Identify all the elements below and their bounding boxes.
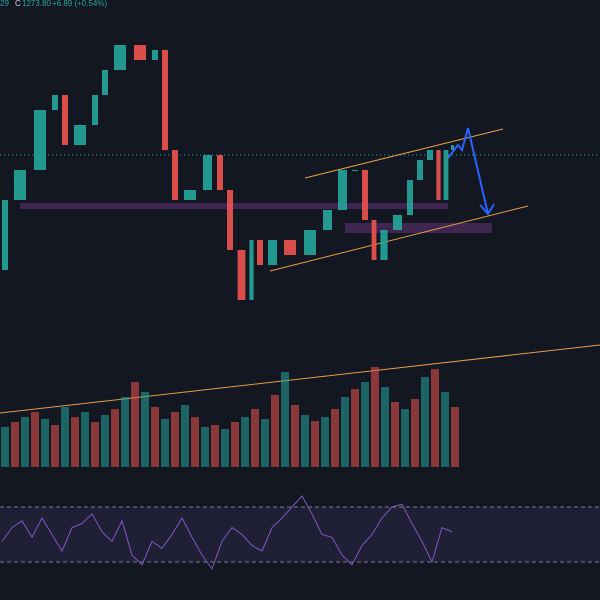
change: +6.89 (+0.54%) [52, 0, 107, 8]
candle [14, 170, 26, 200]
volume-bar [281, 372, 289, 467]
candle [443, 150, 449, 200]
candle [268, 240, 277, 265]
volume-bar [211, 425, 219, 467]
volume-bar [111, 409, 119, 467]
volume-bar [161, 419, 169, 467]
volume-bar [351, 389, 359, 467]
volume-bar [141, 392, 149, 467]
arrow-head [479, 203, 495, 216]
volume-bar [21, 417, 29, 467]
candle [134, 45, 146, 60]
candle [427, 150, 433, 160]
volume-bar [91, 422, 99, 467]
rsi-line [1, 495, 453, 570]
zone [345, 223, 492, 233]
trend-line [269, 205, 529, 272]
volume-bar [151, 407, 159, 467]
candle [362, 170, 368, 220]
volume-bar [201, 427, 209, 467]
candle [371, 220, 377, 260]
header: 29 C 1273.80 +6.89 (+0.54%) [0, 0, 107, 8]
candle [217, 155, 223, 190]
volume-bar [121, 397, 129, 467]
volume-bar [11, 422, 19, 467]
volume-bar [301, 415, 309, 467]
candle [323, 210, 332, 230]
volume-bar [51, 425, 59, 467]
open-fragment: 29 [0, 0, 9, 8]
candle [172, 150, 178, 200]
candle [114, 45, 126, 70]
volume-bar [101, 415, 109, 467]
candle [152, 50, 158, 60]
candle [436, 150, 441, 200]
candle [52, 95, 58, 110]
rsi-band [0, 507, 600, 562]
volume-bar [191, 417, 199, 467]
volume-bar [341, 397, 349, 467]
volume-bar [41, 419, 49, 467]
candle [237, 250, 246, 300]
volume-bar [421, 377, 429, 467]
trend-line [0, 344, 600, 414]
zone [20, 203, 448, 209]
volume-bar [81, 412, 89, 467]
volume-bar [451, 407, 459, 467]
volume-bar [381, 387, 389, 467]
close-value: 1273.80 [22, 0, 51, 8]
volume-bar [291, 405, 299, 467]
volume-bar [31, 412, 39, 467]
volume-bar [311, 421, 319, 467]
volume-bar [261, 419, 269, 467]
candle [451, 145, 454, 150]
candle [338, 170, 347, 210]
volume-bar [441, 392, 449, 467]
volume-bar [361, 382, 369, 467]
volume-bar [271, 395, 279, 467]
volume-bar [61, 407, 69, 467]
volume-bar [371, 367, 379, 467]
candle [203, 155, 212, 190]
candle [249, 240, 254, 300]
candle [74, 125, 86, 145]
candle [257, 240, 263, 265]
candle [184, 190, 196, 200]
close-label: C [15, 0, 21, 8]
candle [304, 230, 316, 255]
volume-bar [221, 429, 229, 467]
candle [2, 200, 8, 270]
candle [393, 215, 402, 230]
volume-bar [401, 409, 409, 467]
volume-bar [171, 412, 179, 467]
volume-bar [251, 409, 259, 467]
candle [162, 50, 168, 150]
candle [407, 180, 413, 215]
projection-arrow [447, 127, 489, 215]
volume-bar [241, 417, 249, 467]
candle [34, 110, 46, 170]
volume-bar [231, 422, 239, 467]
volume-bar [181, 405, 189, 467]
candle [284, 240, 296, 255]
volume-bar [131, 382, 139, 467]
volume-bar [321, 417, 329, 467]
candle [102, 70, 108, 95]
candle [352, 170, 358, 171]
volume-bar [411, 399, 419, 467]
volume-bar [1, 427, 9, 467]
volume-bar [431, 369, 439, 467]
volume-bar [71, 417, 79, 467]
volume-bar [331, 409, 339, 467]
volume-bar [391, 402, 399, 467]
candle [92, 95, 98, 125]
candle [417, 160, 423, 180]
candle [380, 230, 388, 260]
candle [227, 190, 233, 250]
candle [62, 95, 68, 145]
